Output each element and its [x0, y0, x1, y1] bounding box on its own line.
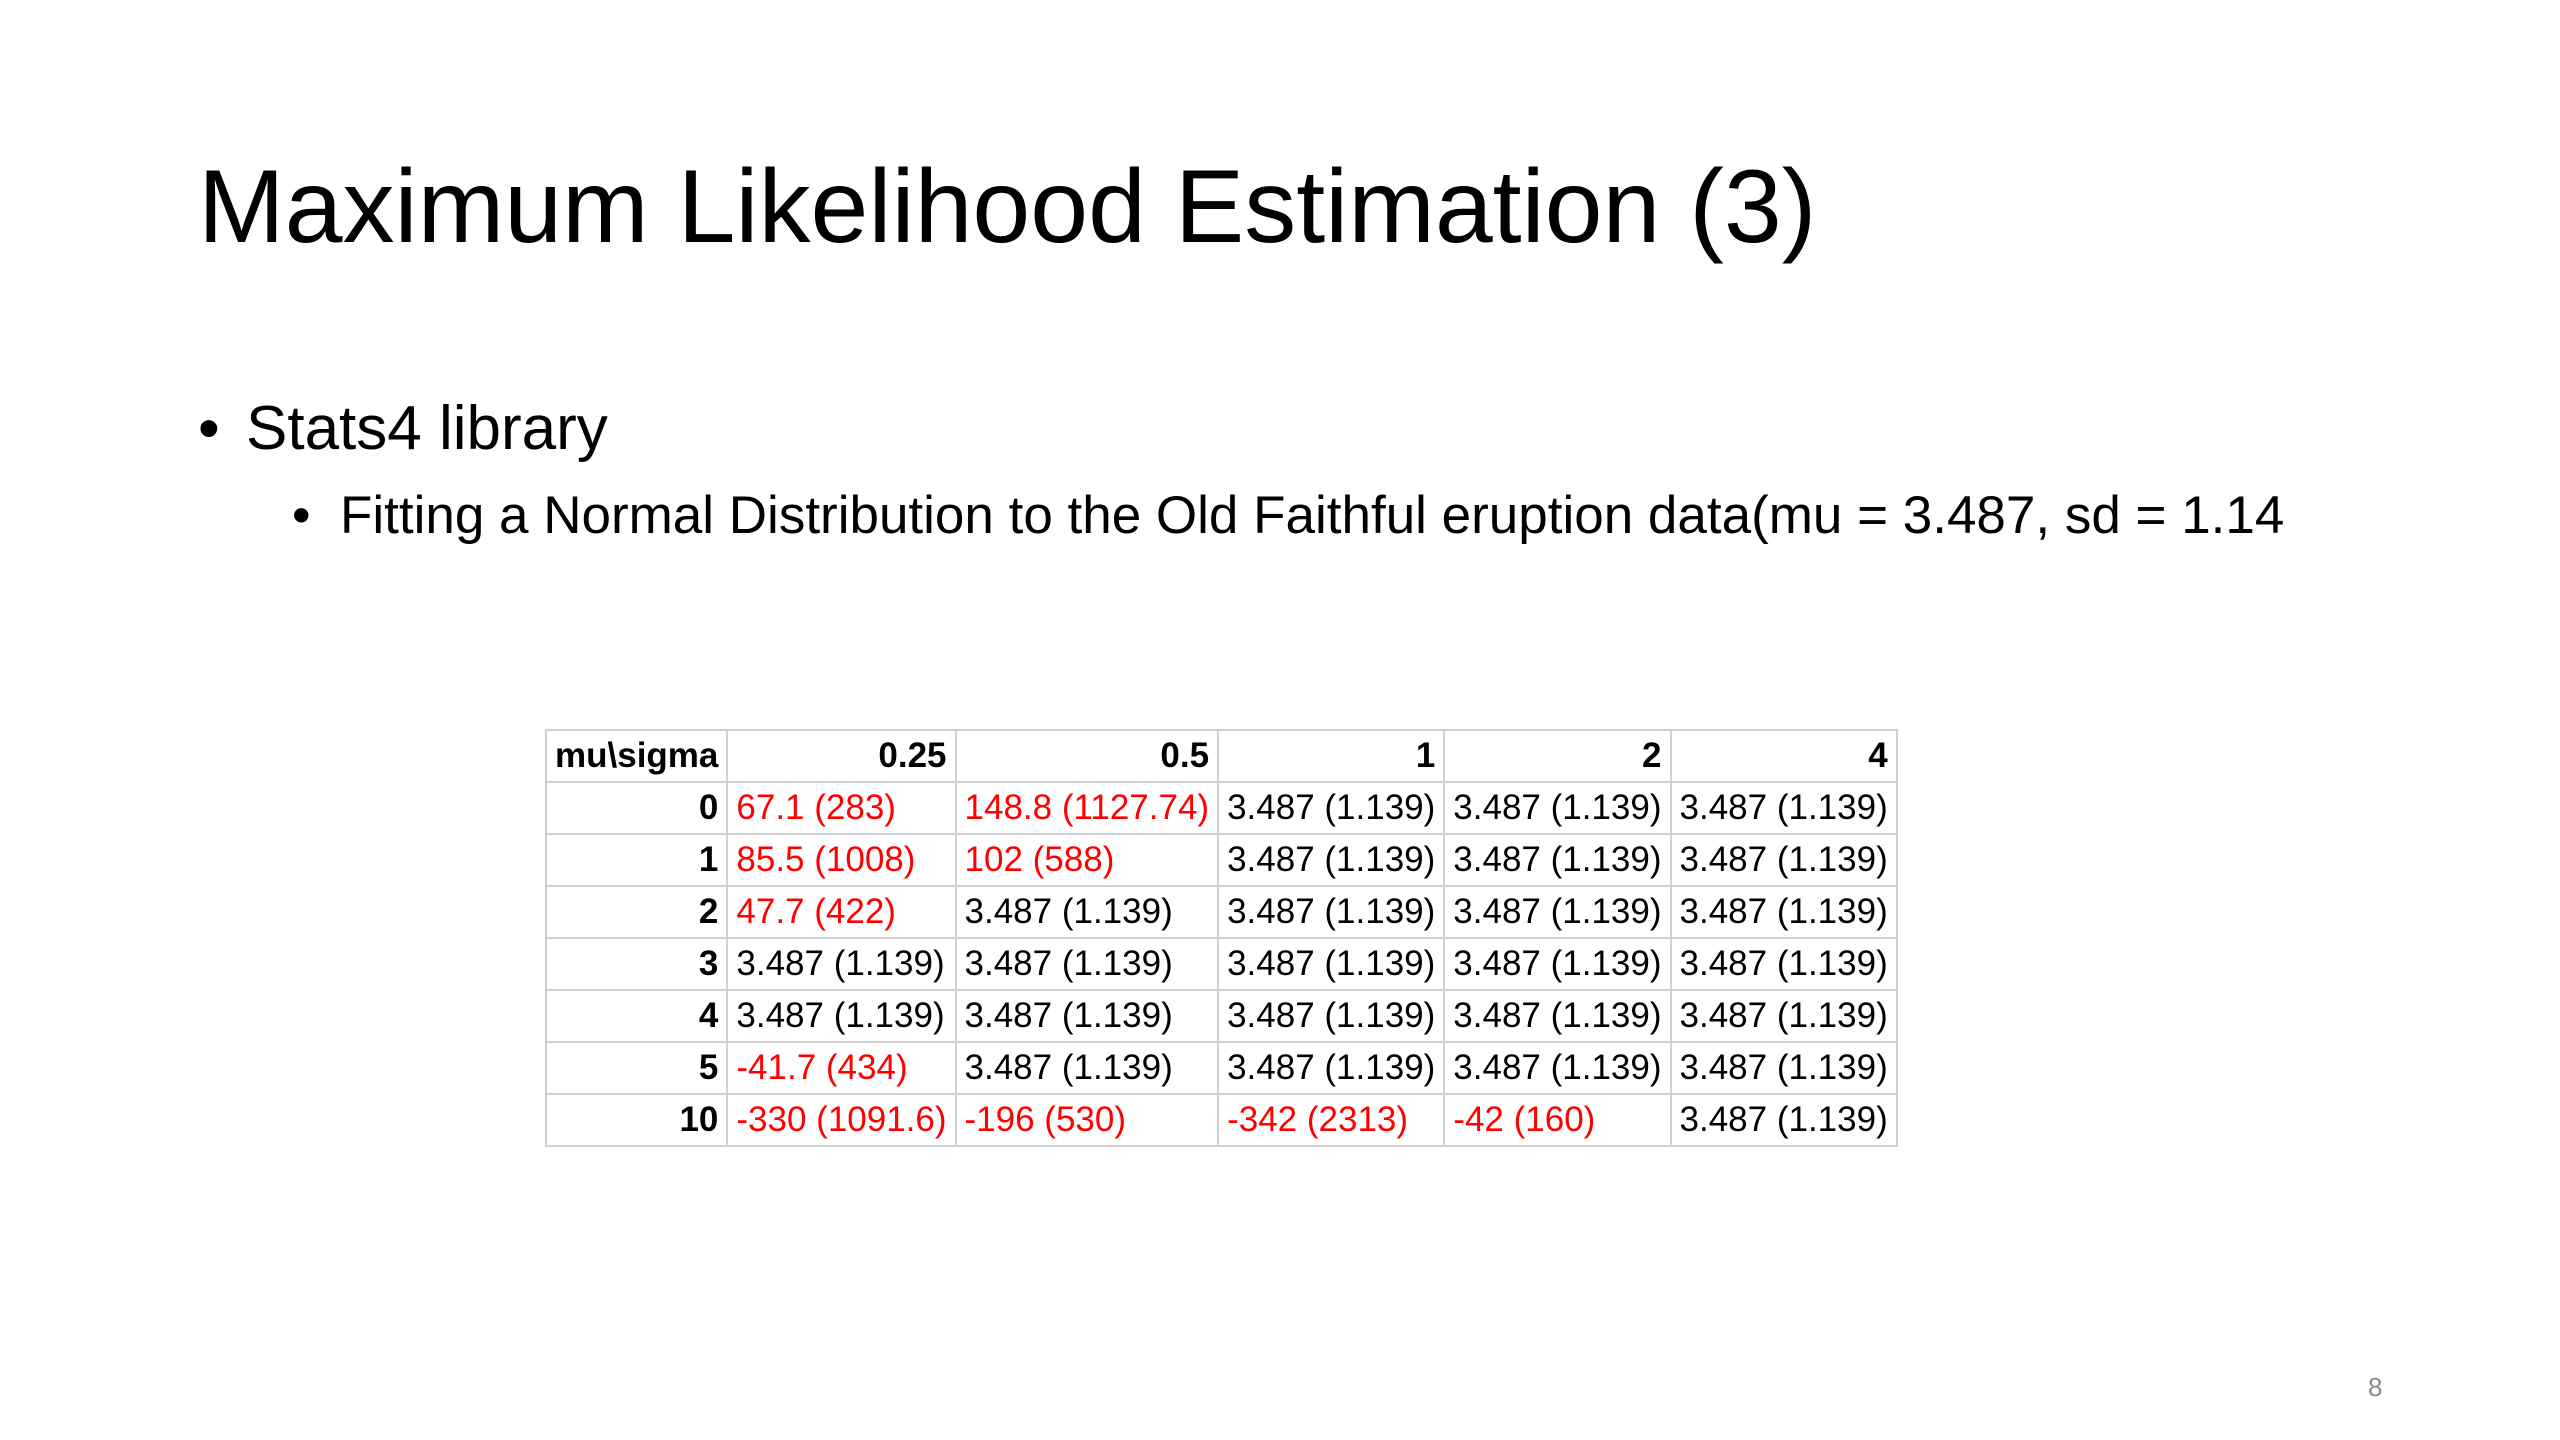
- table-cell: 3.487 (1.139): [1443, 937, 1672, 991]
- row-header: 2: [544, 885, 729, 939]
- table-row: 2 47.7 (422) 3.487 (1.139) 3.487 (1.139) 3.4…: [544, 885, 1898, 939]
- row-header: 3: [544, 937, 729, 991]
- table-cell: 3.487 (1.139): [1669, 781, 1898, 835]
- table-cell: -342 (2313): [1217, 1093, 1446, 1147]
- table-row: 4 3.487 (1.139) 3.487 (1.139) 3.487 (1.139)…: [544, 989, 1898, 1043]
- bullet-level1-text: Stats4 library: [246, 394, 608, 463]
- estimates-table: mu\sigma 0.25 0.5 1 2 4 0 67.1 (283) 148.8…: [544, 729, 1898, 1147]
- table-cell: -42 (160): [1443, 1093, 1672, 1147]
- table-cell: -41.7 (434): [726, 1041, 957, 1095]
- table-cell: 3.487 (1.139): [954, 1041, 1220, 1095]
- table-cell: 3.487 (1.139): [1443, 833, 1672, 887]
- row-header: 4: [544, 989, 729, 1043]
- table-cell: 3.487 (1.139): [1443, 781, 1672, 835]
- table-cell: 3.487 (1.139): [954, 885, 1220, 939]
- table-cell: 3.487 (1.139): [726, 989, 957, 1043]
- table-cell: 3.487 (1.139): [1217, 781, 1446, 835]
- table-row: 0 67.1 (283) 148.8 (1127.74) 3.487 (1.139) 3…: [544, 781, 1898, 835]
- column-header: 4: [1669, 729, 1898, 783]
- page-number: 8: [2368, 1372, 2383, 1402]
- table-cell: 3.487 (1.139): [1217, 1041, 1446, 1095]
- row-header: 1: [544, 833, 729, 887]
- column-header: 0.5: [954, 729, 1220, 783]
- table-cell: 3.487 (1.139): [954, 937, 1220, 991]
- slide-title: Maximum Likelihood Estimation (3): [198, 149, 1817, 265]
- table-cell: 3.487 (1.139): [1217, 937, 1446, 991]
- table-cell: 3.487 (1.139): [1443, 885, 1672, 939]
- table-cell: 3.487 (1.139): [1669, 1093, 1898, 1147]
- bullet-dot-icon: •: [198, 394, 220, 463]
- bullet-level2: • Fitting a Normal Distribution to the O…: [292, 482, 2390, 550]
- table-row: 3 3.487 (1.139) 3.487 (1.139) 3.487 (1.139)…: [544, 937, 1898, 991]
- bullet-list: • Stats4 library • Fitting a Normal Dist…: [198, 392, 2398, 550]
- table-cell: 3.487 (1.139): [1443, 989, 1672, 1043]
- corner-header: mu\sigma: [544, 729, 729, 783]
- table-cell: 3.487 (1.139): [1669, 833, 1898, 887]
- table-row: 10 -330 (1091.6) -196 (530) -342 (2313) -42 …: [544, 1093, 1898, 1147]
- table-cell: 67.1 (283): [726, 781, 957, 835]
- table-cell: 3.487 (1.139): [954, 989, 1220, 1043]
- table-header-row: mu\sigma 0.25 0.5 1 2 4: [544, 729, 1898, 783]
- row-header: 0: [544, 781, 729, 835]
- table-cell: 3.487 (1.139): [1217, 885, 1446, 939]
- table-cell: 148.8 (1127.74): [954, 781, 1220, 835]
- table-cell: 3.487 (1.139): [1669, 989, 1898, 1043]
- table-cell: -330 (1091.6): [726, 1093, 957, 1147]
- table-cell: 3.487 (1.139): [1217, 989, 1446, 1043]
- table-cell: 3.487 (1.139): [1443, 1041, 1672, 1095]
- column-header: 0.25: [726, 729, 957, 783]
- table-cell: -196 (530): [954, 1093, 1220, 1147]
- table-body: 0 67.1 (283) 148.8 (1127.74) 3.487 (1.139) 3…: [544, 781, 1898, 1147]
- row-header: 5: [544, 1041, 729, 1095]
- table-cell: 85.5 (1008): [726, 833, 957, 887]
- table-row: 1 85.5 (1008) 102 (588) 3.487 (1.139) 3.487 …: [544, 833, 1898, 887]
- bullet-level2-text: Fitting a Normal Distribution to the Old…: [340, 486, 2285, 546]
- table-cell: 3.487 (1.139): [1669, 1041, 1898, 1095]
- table-cell: 47.7 (422): [726, 885, 957, 939]
- estimates-table-container: mu\sigma 0.25 0.5 1 2 4 0 67.1 (283) 148.8…: [544, 729, 1898, 1147]
- table-row: 5 -41.7 (434) 3.487 (1.139) 3.487 (1.139) 3.…: [544, 1041, 1898, 1095]
- table-cell: 3.487 (1.139): [1669, 937, 1898, 991]
- table-cell: 3.487 (1.139): [726, 937, 957, 991]
- table-cell: 3.487 (1.139): [1669, 885, 1898, 939]
- row-header: 10: [544, 1093, 729, 1147]
- table-cell: 102 (588): [954, 833, 1220, 887]
- column-header: 2: [1443, 729, 1672, 783]
- column-header: 1: [1217, 729, 1446, 783]
- table-cell: 3.487 (1.139): [1217, 833, 1446, 887]
- bullet-level1: • Stats4 library: [198, 392, 2398, 466]
- bullet-dot-icon: •: [292, 486, 311, 546]
